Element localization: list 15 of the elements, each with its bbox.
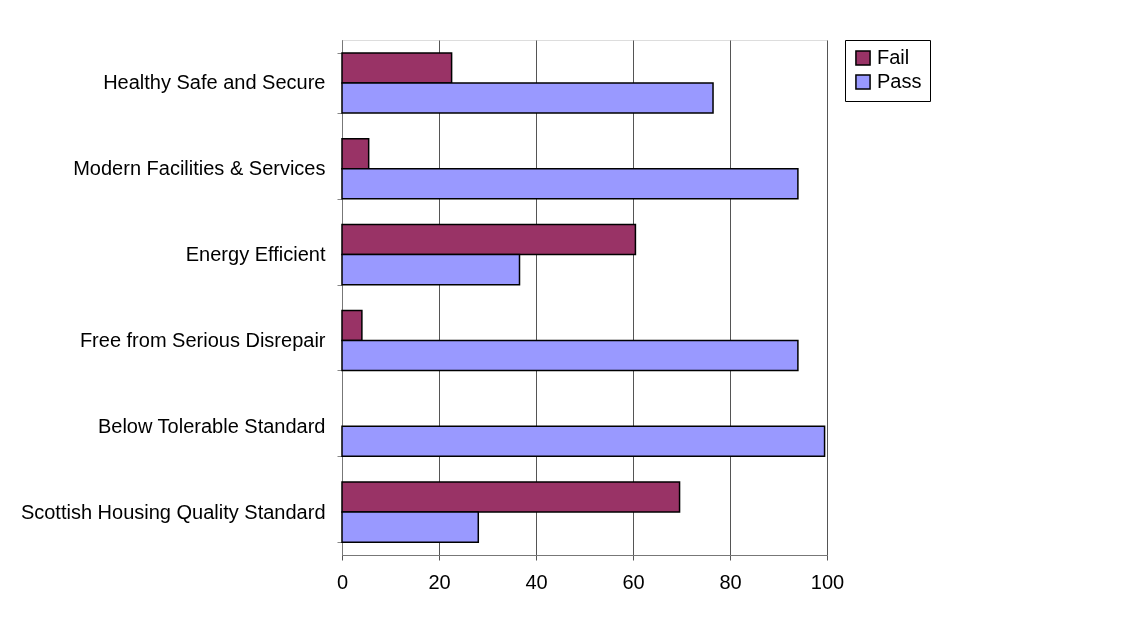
y-tick-label: Energy Efficient <box>185 243 326 266</box>
x-tick-label: 20 <box>428 570 451 593</box>
x-tick-label: 0 <box>336 570 349 593</box>
y-tick-label: Free from Serious Disrepair <box>79 328 326 351</box>
y-tick-label: Scottish Housing Quality Standard <box>20 500 326 523</box>
x-tick-label: 80 <box>719 570 742 593</box>
legend-label: Fail <box>877 46 910 68</box>
y-tick-label: Healthy Safe and Secure <box>103 71 326 94</box>
x-tick-label: 60 <box>622 570 645 593</box>
y-tick-label: Below Tolerable Standard <box>97 414 326 437</box>
x-tick-label: 100 <box>810 570 845 593</box>
legend-label: Pass <box>877 70 922 92</box>
y-tick-label: Modern Facilities & Services <box>73 157 326 180</box>
bar <box>341 425 826 458</box>
x-tick-label: 40 <box>525 570 548 593</box>
